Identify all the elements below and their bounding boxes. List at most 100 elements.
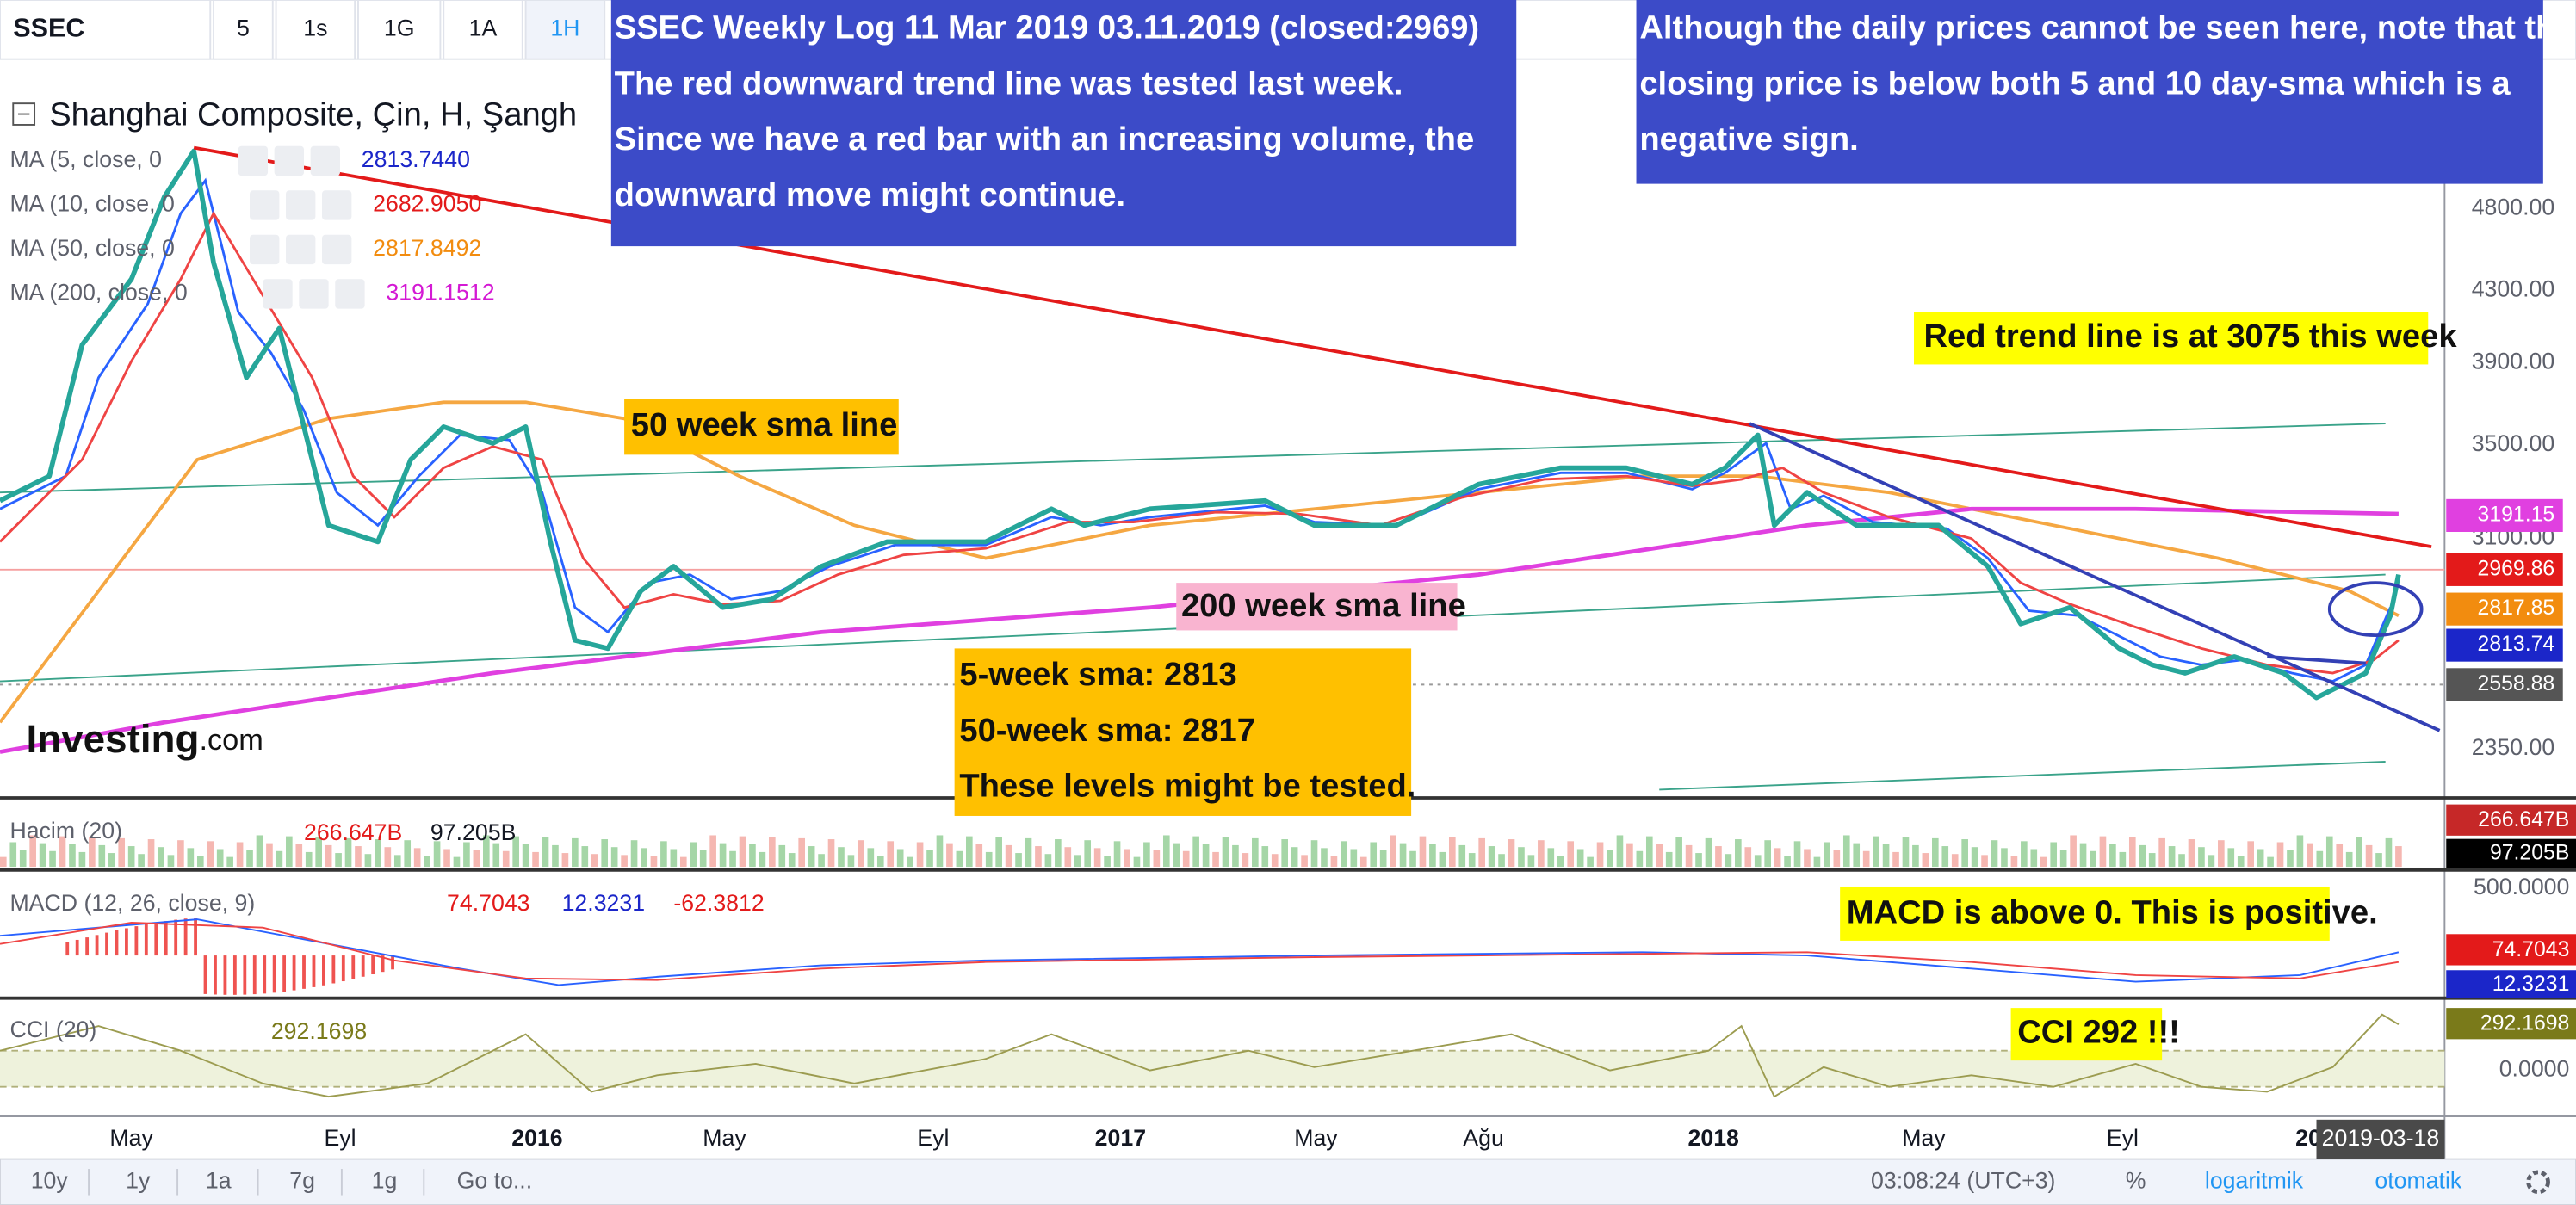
volume-bar — [158, 847, 164, 868]
volume-bar — [19, 850, 27, 868]
interval-button[interactable] — [357, 0, 442, 60]
macd-bar — [391, 955, 394, 970]
macd-bar — [361, 955, 365, 977]
volume-bar — [1892, 851, 1899, 868]
interval-label[interactable]: 1H — [550, 15, 579, 40]
indicator-icon[interactable] — [250, 234, 280, 265]
indicator-icon[interactable] — [250, 190, 280, 220]
volume-value: 266.647B — [304, 819, 402, 845]
volume-bar — [1873, 836, 1879, 868]
volume-bar — [286, 836, 293, 868]
collapse-icon[interactable] — [12, 102, 36, 126]
range-button[interactable]: 1g — [372, 1167, 398, 1193]
price-label: 4800.00 — [2472, 194, 2554, 219]
indicator-icon[interactable] — [335, 279, 365, 309]
volume-bar — [2079, 843, 2087, 868]
volume-bar — [1971, 847, 1978, 868]
volume-bar — [138, 854, 145, 868]
price-tag-label: 3191.15 — [2478, 503, 2555, 526]
macd-bar — [252, 955, 257, 995]
indicator-icon[interactable] — [274, 145, 305, 176]
indicator-name: MA (10, close, 0 — [9, 190, 174, 216]
interval-label[interactable]: 5 — [237, 15, 250, 40]
indicator-icon[interactable] — [286, 190, 316, 220]
volume-bar — [601, 839, 609, 868]
volume-bar — [1330, 856, 1338, 868]
volume-bar — [187, 848, 195, 868]
volume-bar — [364, 854, 372, 868]
volume-bar — [502, 850, 510, 868]
symbol-box[interactable] — [0, 0, 212, 60]
volume-bar — [393, 855, 401, 868]
volume-bar — [276, 850, 283, 868]
volume-bar — [1715, 846, 1722, 868]
volume-bar — [424, 856, 430, 868]
volume-bar — [946, 843, 953, 868]
interval-label[interactable]: 1G — [384, 15, 415, 40]
price-path — [0, 148, 2401, 701]
price-tag — [2446, 553, 2563, 586]
volume-bar — [2001, 848, 2008, 868]
volume-bar — [2070, 835, 2077, 868]
volume-bar — [2267, 856, 2274, 868]
macd-bar — [232, 955, 237, 995]
macd-histogram — [65, 918, 394, 995]
indicator-icon[interactable] — [238, 145, 269, 176]
volume-bar — [1675, 837, 1682, 868]
range-button[interactable]: 1y — [126, 1167, 151, 1193]
volume-bar — [1202, 844, 1210, 868]
volume-bar — [610, 847, 618, 868]
volume-bar — [660, 841, 667, 868]
annotation-macd: MACD is above 0. This is positive. — [1847, 893, 2378, 930]
volume-bar — [2395, 846, 2402, 868]
volume-bar — [216, 849, 224, 868]
indicator-icon[interactable] — [263, 279, 293, 309]
volume-bar — [1409, 850, 1416, 868]
percent-toggle[interactable]: % — [2126, 1167, 2146, 1193]
interval-button[interactable] — [443, 0, 523, 60]
channel-line — [1659, 761, 2386, 791]
volume-bar — [344, 837, 352, 868]
indicator-icon[interactable] — [310, 145, 340, 176]
price-tag-label: 2969.86 — [2478, 557, 2555, 580]
volume-bar — [522, 844, 529, 868]
volume-bar — [433, 841, 441, 868]
volume-bar — [2158, 837, 2165, 868]
volume-bar — [896, 849, 904, 868]
goto-button[interactable]: Go to... — [457, 1167, 533, 1193]
volume-bar — [0, 856, 7, 868]
log-toggle[interactable]: logaritmik — [2205, 1167, 2304, 1193]
symbol[interactable]: SSEC — [13, 13, 84, 42]
range-button[interactable]: 7g — [289, 1167, 315, 1193]
volume-bar — [473, 850, 480, 868]
interval-button[interactable] — [213, 0, 274, 60]
indicator-icon[interactable] — [299, 279, 329, 309]
volume-bar — [1252, 837, 1259, 868]
highlight-ellipse — [2327, 581, 2424, 638]
time-label: Eyl — [324, 1125, 356, 1151]
volume-bar — [1419, 836, 1427, 868]
interval-label[interactable]: 1s — [303, 15, 327, 40]
interval-label[interactable]: 1A — [469, 15, 498, 40]
settings-icon[interactable] — [2526, 1170, 2550, 1195]
volume-bar — [1793, 841, 1801, 868]
time-label: Ağu — [1463, 1125, 1504, 1151]
volume-bar — [1153, 850, 1161, 868]
interval-button[interactable] — [524, 0, 606, 60]
range-button[interactable]: 10y — [31, 1167, 69, 1193]
auto-toggle[interactable]: otomatik — [2375, 1167, 2462, 1193]
volume-bar — [1449, 837, 1456, 868]
interval-button[interactable] — [275, 0, 356, 60]
volume-bar — [1468, 853, 1476, 868]
volume-bar — [1310, 840, 1318, 868]
annotation-sma50: 50 week sma line — [631, 406, 898, 443]
indicator-icon[interactable] — [286, 234, 316, 265]
volume-bar — [1636, 850, 1644, 868]
indicator-icon[interactable] — [322, 190, 352, 220]
volume-bar — [679, 856, 687, 868]
volume-bar — [1616, 835, 1624, 868]
indicator-icon[interactable] — [322, 234, 352, 265]
range-button[interactable]: 1a — [206, 1167, 232, 1193]
volume-bar — [650, 856, 658, 868]
volume-bar — [2336, 844, 2344, 868]
